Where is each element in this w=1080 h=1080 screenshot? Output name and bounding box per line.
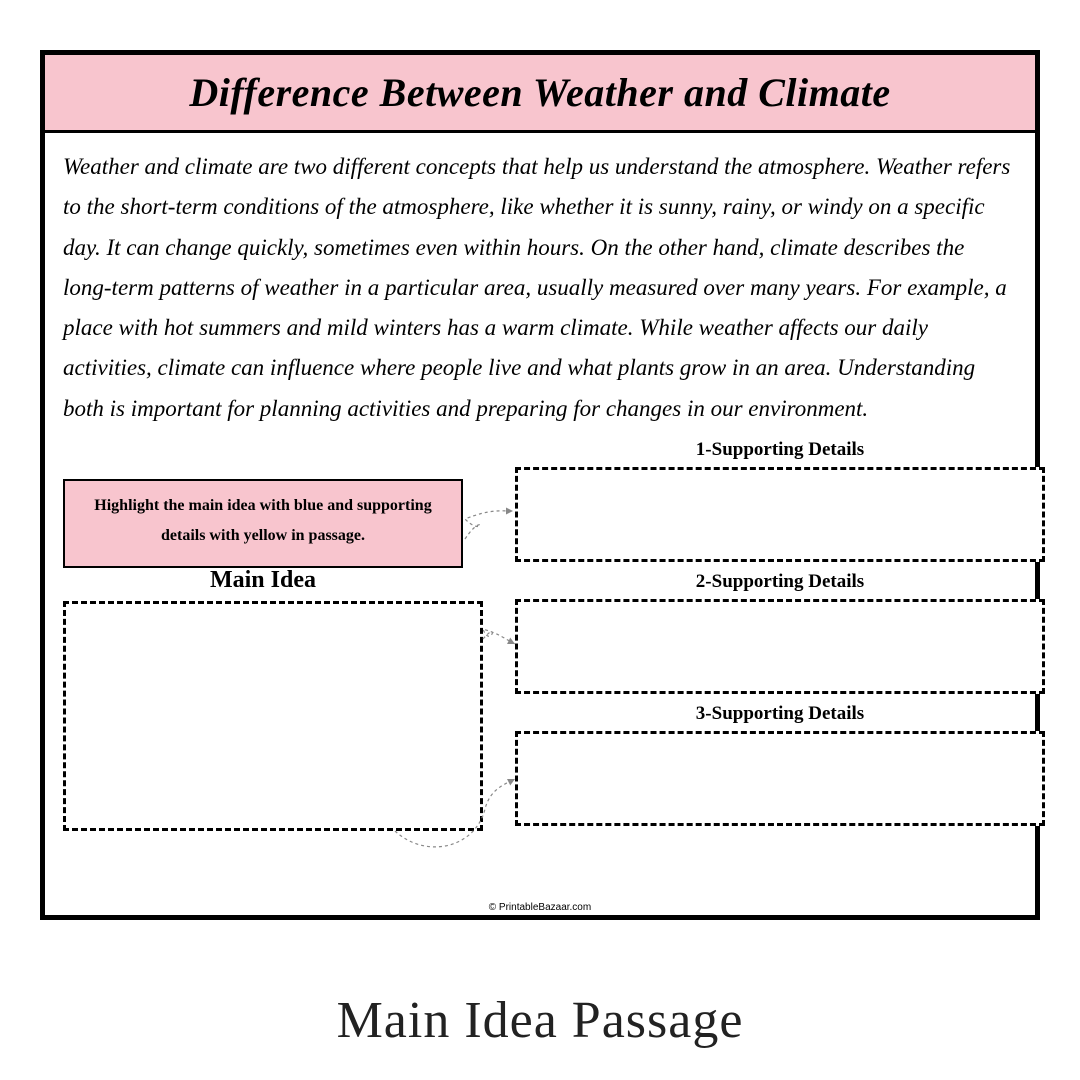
title-bar: Difference Between Weather and Climate [45,55,1035,133]
footer-caption: Main Idea Passage [0,991,1080,1050]
worksheet-frame: Difference Between Weather and Climate W… [40,50,1040,920]
worksheet-title: Difference Between Weather and Climate [55,69,1025,116]
main-idea-input-box[interactable] [63,601,483,831]
main-idea-label: Main Idea [63,567,463,594]
page-container: Difference Between Weather and Climate W… [20,20,1060,940]
detail-2-input-box[interactable] [515,599,1045,694]
graphic-organizer: Highlight the main idea with blue and su… [45,439,1035,899]
detail-3-label: 3-Supporting Details [515,703,1045,725]
detail-3-input-box[interactable] [515,731,1045,826]
detail-1-label: 1-Supporting Details [515,439,1045,461]
passage-text: Weather and climate are two different co… [45,133,1035,439]
instruction-box: Highlight the main idea with blue and su… [63,479,463,568]
copyright-text: © PrintableBazaar.com [45,902,1035,913]
detail-2-label: 2-Supporting Details [515,571,1045,593]
detail-1-input-box[interactable] [515,467,1045,562]
